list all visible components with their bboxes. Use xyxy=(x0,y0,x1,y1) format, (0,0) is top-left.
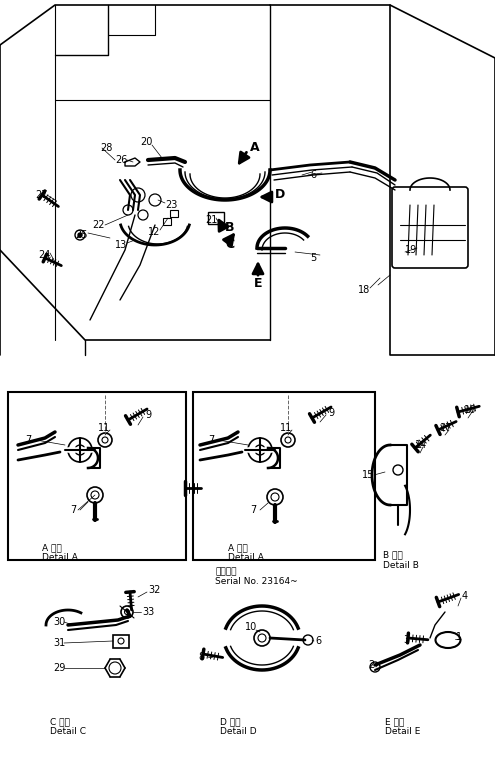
Text: C: C xyxy=(225,238,234,251)
Text: 10: 10 xyxy=(245,622,257,632)
Text: Detail C: Detail C xyxy=(50,727,86,736)
Text: B 詳細: B 詳細 xyxy=(383,551,403,559)
Text: D: D xyxy=(275,187,285,200)
Text: 12: 12 xyxy=(148,227,160,237)
Text: 14: 14 xyxy=(415,440,427,450)
Text: E: E xyxy=(254,277,262,290)
Bar xyxy=(163,218,171,225)
Text: 20: 20 xyxy=(140,137,152,147)
Text: 9: 9 xyxy=(145,410,151,420)
Text: 7: 7 xyxy=(25,435,31,445)
Text: 22: 22 xyxy=(92,220,104,230)
Bar xyxy=(8,392,186,560)
Text: A 詳細: A 詳細 xyxy=(42,543,62,552)
Text: 9: 9 xyxy=(328,408,334,418)
Text: 8: 8 xyxy=(198,652,204,662)
Text: 29: 29 xyxy=(53,663,65,673)
Text: 23: 23 xyxy=(165,200,177,210)
Text: 31: 31 xyxy=(53,638,65,648)
Text: 17: 17 xyxy=(440,423,452,433)
Text: 33: 33 xyxy=(142,607,154,617)
Text: 15: 15 xyxy=(362,470,374,480)
Text: Detail D: Detail D xyxy=(220,727,256,736)
Text: 2: 2 xyxy=(368,660,374,670)
Bar xyxy=(193,392,375,560)
Text: B: B xyxy=(225,221,235,234)
Text: A 詳細: A 詳細 xyxy=(228,543,248,552)
Text: 28: 28 xyxy=(100,143,112,153)
Text: 24: 24 xyxy=(38,250,50,260)
Text: 25: 25 xyxy=(75,230,88,240)
Text: 13: 13 xyxy=(115,240,127,250)
Text: 7: 7 xyxy=(208,435,214,445)
Text: 26: 26 xyxy=(115,155,127,165)
Bar xyxy=(208,212,224,224)
Text: 18: 18 xyxy=(358,285,370,295)
Text: 30: 30 xyxy=(53,617,65,627)
Circle shape xyxy=(78,233,82,237)
Text: 11: 11 xyxy=(280,423,292,433)
Text: 4: 4 xyxy=(462,591,468,601)
Text: 1: 1 xyxy=(456,632,462,642)
Text: 32: 32 xyxy=(148,585,160,595)
Text: 3: 3 xyxy=(403,635,409,645)
Text: Detail E: Detail E xyxy=(385,727,420,736)
Text: 6: 6 xyxy=(315,636,321,646)
Text: 27: 27 xyxy=(35,190,48,200)
Text: Serial No. 23164~: Serial No. 23164~ xyxy=(215,578,297,587)
Bar xyxy=(113,635,129,648)
Text: A: A xyxy=(250,141,259,154)
Text: 7: 7 xyxy=(70,505,76,515)
Text: C 詳細: C 詳細 xyxy=(50,717,70,727)
Text: 16: 16 xyxy=(464,405,476,415)
Text: D 詳細: D 詳細 xyxy=(220,717,241,727)
Text: 7: 7 xyxy=(250,505,256,515)
Text: 21: 21 xyxy=(205,215,217,225)
Text: Detail A: Detail A xyxy=(228,553,264,562)
Text: 19: 19 xyxy=(405,245,417,255)
Text: 11: 11 xyxy=(98,423,110,433)
Text: 適用号機: 適用号機 xyxy=(215,568,237,577)
Text: E 詳細: E 詳細 xyxy=(385,717,404,727)
Text: 5: 5 xyxy=(310,253,316,263)
Text: Detail A: Detail A xyxy=(42,553,78,562)
Text: 6: 6 xyxy=(310,170,316,180)
Bar xyxy=(170,210,178,217)
Text: Detail B: Detail B xyxy=(383,561,419,569)
